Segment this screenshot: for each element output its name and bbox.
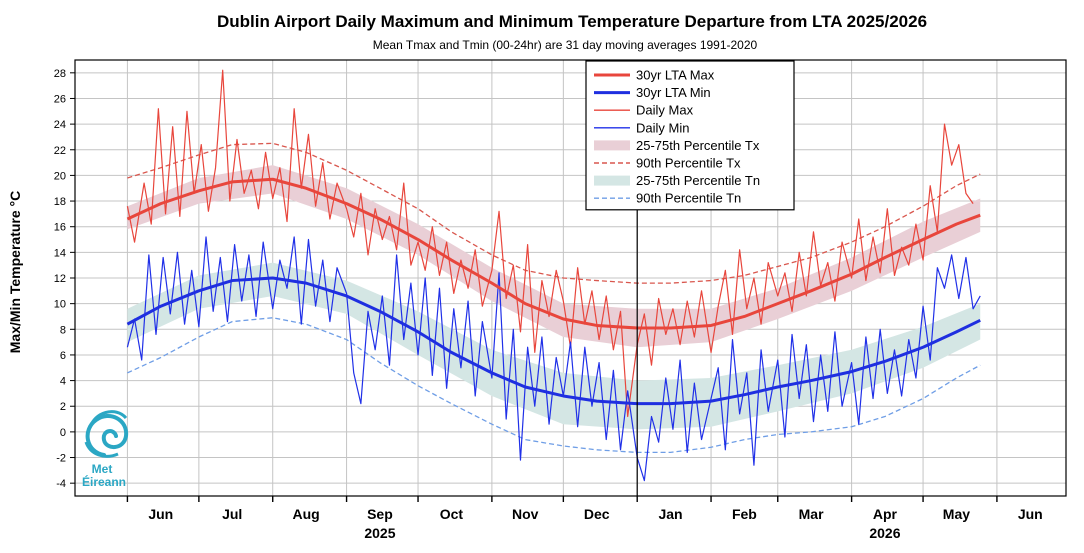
x-tick-label: Dec: [584, 506, 610, 522]
x-year-label: 2025: [364, 525, 395, 541]
logo-text-eireann: Éireann: [82, 474, 126, 489]
series-lta-min: [126, 276, 981, 406]
y-tick-label: 16: [54, 222, 66, 234]
logo-text-met: Met: [92, 462, 113, 476]
legend-label: Daily Max: [636, 103, 694, 118]
x-tick-label: Jul: [222, 506, 242, 522]
x-tick-label: Aug: [292, 506, 319, 522]
series-daily-min: [126, 236, 981, 482]
series-lta-max: [126, 177, 981, 330]
series-daily-max: [126, 69, 974, 418]
x-tick-label: Apr: [873, 506, 898, 522]
x-axis-ticks: Jun Jul Aug Sep Oct Nov Dec Jan Feb Mar Apr May Jun 2…: [126, 496, 1043, 541]
legend: 30yr LTA Max 30yr LTA Min Daily Max Daily M…: [585, 60, 795, 211]
series-lines: [126, 60, 981, 496]
swirl-logo-icon: [84, 410, 129, 458]
x-year-label: 2026: [869, 525, 900, 541]
chart-title: Dublin Airport Daily Maximum and Minimum…: [217, 12, 927, 31]
x-tick-label: Oct: [440, 506, 464, 522]
y-tick-label: 12: [54, 273, 66, 285]
y-tick-label: 14: [54, 247, 66, 259]
band-tx-25-75: [127, 165, 981, 348]
x-tick-label: Jun: [148, 506, 173, 522]
band-tn-25-75: [127, 262, 981, 430]
legend-label: Daily Min: [636, 120, 689, 135]
legend-swatch: [594, 140, 630, 151]
x-tick-label: Nov: [512, 506, 539, 522]
chart-subtitle: Mean Tmax and Tmin (00-24hr) are 31 day …: [373, 38, 758, 52]
legend-label: 25-75th Percentile Tn: [636, 173, 760, 188]
y-tick-label: 28: [54, 68, 66, 80]
legend-label: 25-75th Percentile Tx: [636, 138, 760, 153]
y-tick-label: 4: [60, 376, 66, 388]
legend-label: 90th Percentile Tx: [636, 156, 741, 171]
x-tick-label: Feb: [732, 506, 757, 522]
legend-label: 30yr LTA Max: [636, 68, 715, 83]
legend-label: 30yr LTA Min: [636, 85, 711, 100]
y-axis-label: Max/Min Temperature °C: [7, 191, 23, 353]
series-p90-tn: [127, 317, 981, 454]
y-tick-label: 24: [54, 119, 66, 131]
y-tick-label: 22: [54, 145, 66, 157]
y-tick-label: 26: [54, 93, 66, 105]
y-tick-label: 8: [60, 324, 66, 336]
x-tick-label: Sep: [367, 506, 393, 522]
y-tick-label: -2: [56, 453, 66, 465]
y-tick-label: 6: [60, 350, 66, 362]
y-tick-label: 10: [54, 299, 66, 311]
y-tick-label: -4: [56, 478, 66, 490]
percentile-bands: [127, 165, 981, 430]
x-tick-label: Mar: [799, 506, 824, 522]
x-tick-label: Jun: [1018, 506, 1043, 522]
y-tick-label: 0: [60, 427, 66, 439]
legend-label: 90th Percentile Tn: [636, 191, 741, 206]
legend-swatch: [594, 175, 630, 186]
met-eireann-logo: Met Éireann: [82, 410, 129, 489]
series-p90-tx: [127, 142, 981, 284]
y-tick-label: 20: [54, 170, 66, 182]
x-tick-label: May: [943, 506, 970, 522]
x-tick-label: Jan: [658, 506, 682, 522]
y-tick-label: 2: [60, 401, 66, 413]
y-tick-label: 18: [54, 196, 66, 208]
